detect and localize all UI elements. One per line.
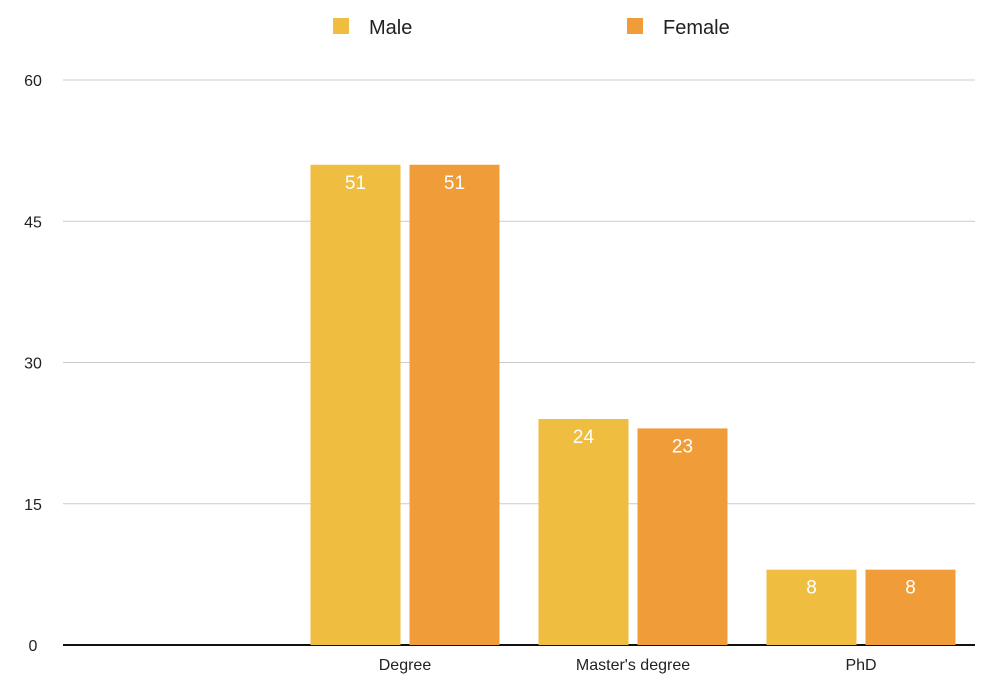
legend-swatch-male — [333, 18, 349, 34]
data-label: 8 — [806, 578, 817, 599]
y-tick-label: 30 — [24, 356, 42, 373]
legend: Male Female — [333, 17, 730, 39]
bar-female-master-s-degree — [637, 428, 728, 645]
y-tick-label: 0 — [29, 638, 38, 655]
legend-swatch-female — [627, 18, 643, 34]
bar-female-phd — [865, 569, 956, 645]
bar-male-phd — [766, 569, 857, 645]
legend-label-female: Female — [663, 17, 730, 39]
x-tick-label: Degree — [379, 657, 432, 674]
gridlines — [63, 79, 975, 646]
data-labels: 51 51 24 23 8 8 — [345, 173, 916, 599]
y-tick-label: 45 — [24, 214, 42, 231]
bars — [310, 164, 956, 645]
bar-female-degree — [409, 164, 500, 645]
data-label: 51 — [345, 173, 366, 194]
data-label: 24 — [573, 427, 595, 448]
data-label: 8 — [905, 578, 916, 599]
y-tick-label: 15 — [24, 497, 42, 514]
x-axis-ticks: Degree Master's degree PhD — [379, 657, 877, 674]
bar-male-master-s-degree — [538, 419, 629, 645]
bar-male-degree — [310, 164, 401, 645]
data-label: 51 — [444, 173, 465, 194]
y-tick-label: 60 — [24, 73, 42, 90]
y-axis-ticks: 0 15 30 45 60 — [24, 73, 42, 655]
x-tick-label: Master's degree — [576, 657, 690, 674]
legend-label-male: Male — [369, 17, 412, 39]
x-tick-label: PhD — [845, 657, 876, 674]
data-label: 23 — [672, 436, 693, 457]
